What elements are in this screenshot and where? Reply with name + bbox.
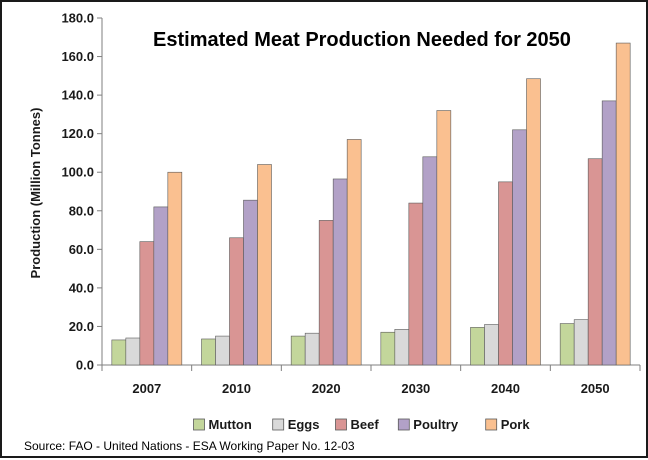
legend-swatch-eggs — [272, 418, 285, 431]
legend-label-eggs: Eggs — [288, 417, 320, 432]
legend-swatch-mutton — [193, 418, 205, 431]
y-tick-label: 120.0 — [61, 126, 94, 141]
y-tick-label: 100.0 — [61, 165, 94, 180]
bar-eggs-2020 — [304, 332, 320, 366]
source-note: Source: FAO - United Nations - ESA Worki… — [24, 439, 355, 453]
x-tick-label: 2010 — [222, 381, 251, 396]
x-tick-label: 2030 — [401, 381, 430, 396]
x-tick-label: 2007 — [132, 381, 161, 396]
bar-beef-2040 — [498, 181, 513, 366]
bar-eggs-2010 — [215, 335, 230, 366]
bar-mutton-2010 — [201, 338, 216, 366]
bar-poultry-2030 — [422, 156, 438, 366]
bar-poultry-2020 — [332, 178, 348, 366]
y-axis-title: Production (Million Tonnes) — [28, 108, 43, 279]
legend-swatch-pork — [485, 418, 498, 431]
bar-eggs-2030 — [394, 329, 410, 366]
bar-poultry-2050 — [601, 100, 617, 366]
bar-beef-2050 — [587, 158, 603, 366]
bar-eggs-2007 — [125, 337, 141, 366]
x-tick-label: 2040 — [491, 381, 520, 396]
bar-pork-2030 — [436, 110, 452, 366]
legend: Mutton Eggs Beef Poultry Pork — [193, 417, 531, 432]
bar-pork-2007 — [167, 171, 183, 366]
x-tick-label: 2020 — [312, 381, 341, 396]
bar-pork-2050 — [615, 42, 631, 366]
bar-beef-2030 — [408, 202, 424, 366]
bar-pork-2040 — [526, 78, 541, 366]
bar-mutton-2030 — [380, 331, 396, 366]
bar-beef-2010 — [229, 237, 244, 366]
bar-eggs-2050 — [573, 319, 589, 366]
bar-mutton-2020 — [290, 335, 306, 366]
y-tick-label: 20.0 — [69, 319, 94, 334]
y-tick-label: 0.0 — [76, 358, 94, 373]
bar-pork-2020 — [346, 139, 362, 366]
y-tick-label: 80.0 — [69, 203, 94, 218]
y-tick-label: 180.0 — [61, 11, 94, 26]
legend-swatch-beef — [335, 418, 347, 431]
bar-poultry-2007 — [153, 206, 169, 366]
legend-label-poultry: Poultry — [413, 417, 459, 432]
bar-beef-2007 — [139, 241, 155, 366]
bar-poultry-2040 — [512, 129, 527, 366]
y-tick-label: 160.0 — [61, 49, 94, 64]
x-tick-label: 2050 — [581, 381, 610, 396]
bar-beef-2020 — [318, 220, 334, 366]
y-tick-label: 60.0 — [69, 242, 94, 257]
bar-poultry-2010 — [243, 199, 258, 366]
y-tick-label: 140.0 — [61, 88, 94, 103]
legend-swatch-poultry — [397, 418, 410, 431]
bar-pork-2010 — [257, 164, 272, 366]
legend-label-pork: Pork — [501, 417, 531, 432]
plot-area: 0.0 20.0 40.0 60.0 80.0 100.0 120.0 140.0 160.0 1… — [61, 11, 641, 396]
bar-mutton-2007 — [111, 339, 127, 366]
chart-title: Estimated Meat Production Needed for 205… — [153, 29, 571, 51]
y-tick-label: 40.0 — [69, 280, 94, 295]
bar-mutton-2050 — [559, 323, 575, 366]
bar-eggs-2040 — [484, 324, 499, 366]
bar-mutton-2040 — [470, 327, 485, 366]
legend-label-mutton: Mutton — [209, 417, 252, 432]
legend-label-beef: Beef — [351, 417, 380, 432]
